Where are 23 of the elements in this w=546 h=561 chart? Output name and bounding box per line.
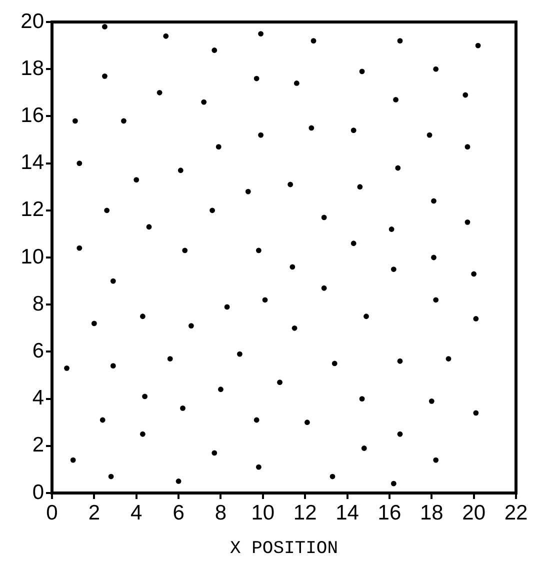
- x-tick-label: 6: [172, 501, 184, 524]
- x-tick-label: 2: [88, 501, 100, 524]
- y-tick-label: 20: [20, 10, 44, 33]
- y-tick-label: 14: [20, 151, 44, 174]
- y-tick-label: 18: [20, 56, 44, 80]
- y-tick-label: 12: [20, 198, 44, 222]
- x-tick-label: 12: [293, 501, 317, 524]
- y-tick-label: 4: [32, 386, 44, 410]
- x-tick-label: 8: [214, 501, 227, 524]
- x-tick-label: 20: [462, 501, 486, 524]
- y-tick-label: 0: [32, 480, 44, 504]
- x-tick-label: 4: [130, 501, 143, 524]
- x-tick-label: 14: [336, 501, 360, 524]
- x-axis-title: X POSITION: [230, 538, 338, 559]
- y-tick-label: 6: [32, 339, 44, 362]
- x-tick-label: 10: [251, 501, 275, 524]
- x-tick-label: 16: [378, 501, 402, 524]
- y-tick-label: 16: [20, 104, 44, 127]
- y-tick-label: 2: [32, 434, 44, 457]
- y-tick-label: 10: [20, 245, 44, 268]
- y-tick-label: 8: [32, 292, 44, 316]
- x-tick-label: 18: [420, 501, 444, 524]
- x-tick-label: 22: [504, 501, 528, 524]
